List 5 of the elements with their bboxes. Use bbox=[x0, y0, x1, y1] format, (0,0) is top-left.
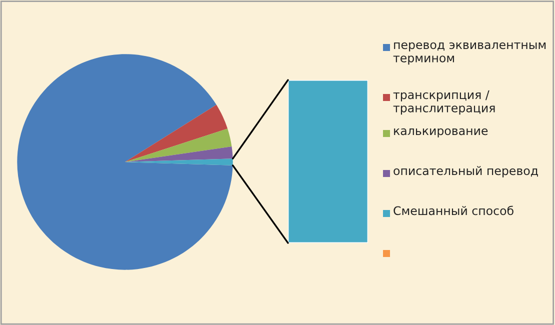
legend-label: калькирование bbox=[394, 128, 488, 138]
legend-label: перевод эквивалентным термином bbox=[393, 42, 546, 65]
legend-label: Смешанный способ bbox=[394, 206, 514, 216]
legend-label: транскрипция / транслитерация bbox=[393, 90, 495, 115]
legend-label: описательный перевод bbox=[394, 166, 538, 178]
